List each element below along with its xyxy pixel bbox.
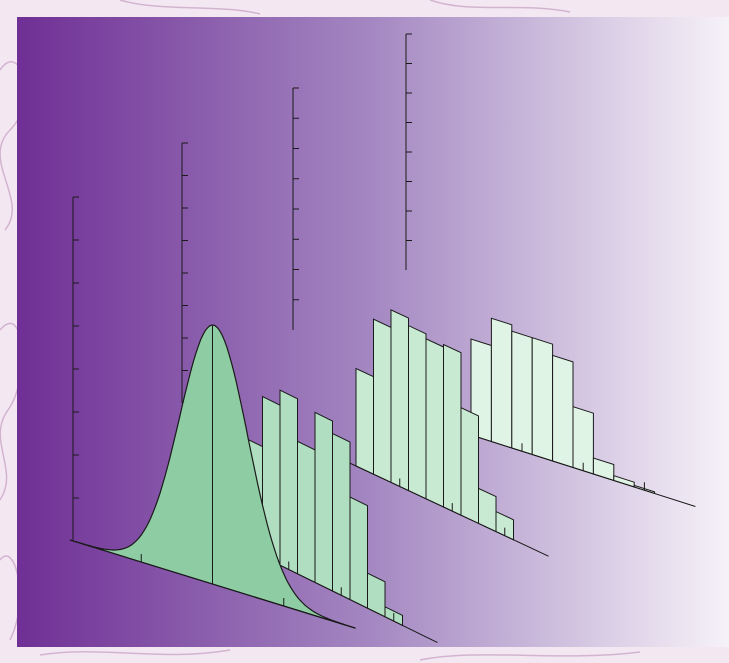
layer-2-baseline <box>335 456 549 557</box>
swirl-2 <box>0 555 21 641</box>
layer-1-bar <box>279 389 298 575</box>
layer-2-bar <box>373 318 392 484</box>
layer-2-bar <box>460 406 479 525</box>
background-swirl-pattern <box>0 0 641 661</box>
swirl-1 <box>0 322 23 501</box>
layer-2-bar <box>390 309 409 492</box>
layer-2-bar <box>425 338 444 508</box>
layer-3-bar <box>552 354 574 469</box>
layer-3-bar <box>490 317 513 449</box>
layer-2-bar <box>443 343 462 516</box>
histogram-middle <box>292 87 549 557</box>
layer-1-bar <box>297 440 316 584</box>
layer-2-bar <box>408 324 427 500</box>
swirl-4 <box>429 0 571 13</box>
layer-3-bar <box>531 337 554 462</box>
layer-3-baseline <box>450 428 696 507</box>
layer-1-bar <box>314 411 333 592</box>
layer-1-bar <box>332 432 351 601</box>
normal-curve <box>69 196 356 629</box>
swirl-3 <box>119 0 261 15</box>
layer-2-bar <box>355 367 374 475</box>
swirl-5 <box>39 649 231 656</box>
layer-1-bar <box>349 496 368 610</box>
swirl-6 <box>419 651 641 661</box>
layer-3-bar <box>511 330 533 456</box>
